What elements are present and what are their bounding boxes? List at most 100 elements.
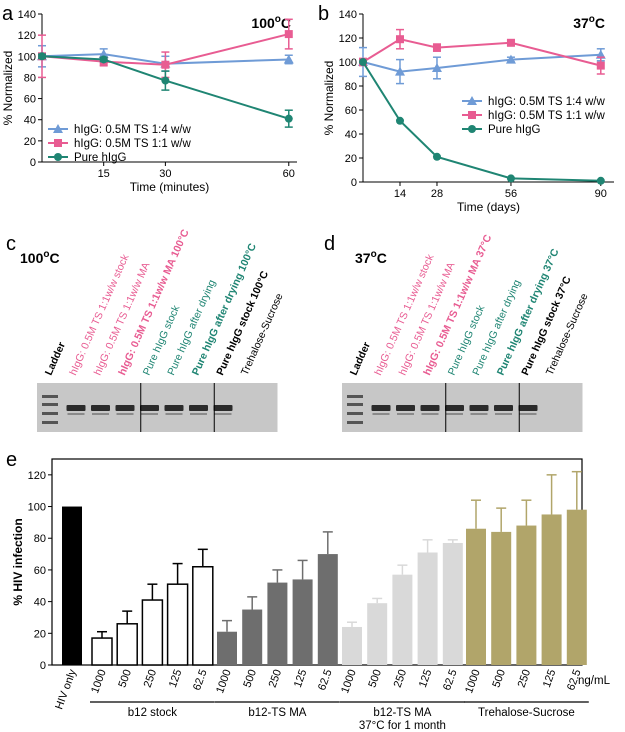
y-tick-label: 20 — [345, 153, 357, 165]
y-axis-label: % Normalized — [322, 61, 336, 136]
panel-label-c: c — [6, 233, 16, 255]
protein-band-faint — [190, 413, 207, 415]
x-tick-label: 125 — [167, 668, 185, 689]
series-2 — [359, 28, 605, 75]
legend-marker — [54, 153, 62, 161]
x-tick-label: 250 — [516, 668, 534, 689]
protein-band — [66, 405, 86, 411]
bar — [491, 531, 512, 665]
protein-band-faint — [116, 413, 134, 415]
bar — [317, 554, 338, 665]
y-tick-label: 40 — [24, 115, 36, 127]
ladder-band — [42, 412, 58, 415]
protein-band-faint — [470, 413, 488, 415]
legend-label: hIgG: 0.5M TS 1:1 w/w — [488, 110, 605, 122]
bar-group: 1000 500 250 125 62.5 b12-TS MA — [214, 531, 340, 719]
x-tick-label: 62.5 — [441, 668, 460, 692]
data-point — [596, 61, 605, 70]
y-tick-label: 60 — [34, 565, 46, 577]
y-tick-label: 100 — [339, 57, 357, 69]
data-point — [395, 35, 404, 44]
series-line — [41, 53, 289, 65]
series-1 — [358, 46, 606, 85]
data-point — [161, 76, 170, 85]
group-label: 37°C for 1 month — [359, 720, 446, 732]
group-label: Trehalose-Sucrose — [478, 707, 575, 719]
data-point — [505, 54, 516, 64]
protein-band — [189, 405, 208, 411]
protein-band — [213, 405, 233, 411]
legend-label: hIgG: 0.5M TS 1:1 w/w — [74, 138, 191, 150]
x-tick-label: 15 — [98, 168, 110, 180]
data-point — [431, 63, 442, 72]
unit-label: ng/mL — [578, 675, 611, 687]
data-point — [161, 60, 170, 69]
bar — [516, 525, 537, 665]
bar — [541, 514, 562, 665]
data-point — [395, 116, 404, 125]
protein-band-faint — [446, 413, 463, 415]
protein-band — [445, 405, 464, 411]
x-tick-label: 250 — [267, 668, 285, 689]
protein-band-faint — [372, 413, 390, 415]
x-tick-label: 125 — [292, 668, 310, 689]
y-tick-label: 140 — [18, 9, 36, 21]
legend-label: hIgG: 0.5M TS 1:4 w/w — [488, 96, 605, 108]
bar — [62, 506, 82, 665]
bar-chart-e: 0 20 40 60 80 100 120 % HIV infection HIV only 10… — [11, 458, 611, 732]
x-tick-label: 28 — [431, 188, 443, 200]
data-point — [38, 52, 46, 61]
y-tick-label: 20 — [34, 628, 46, 640]
x-tick-label: 125 — [541, 668, 559, 689]
y-tick-label: 100 — [18, 51, 36, 63]
x-tick-label: 14 — [394, 188, 406, 200]
data-point — [284, 114, 293, 123]
ladder-band — [347, 395, 363, 398]
y-axis-label: % HIV infection — [11, 518, 25, 605]
protein-band — [396, 405, 415, 411]
y-tick-label: 120 — [18, 30, 36, 42]
data-point — [394, 66, 405, 76]
x-tick-label: 30 — [159, 168, 171, 180]
bar — [466, 528, 486, 665]
y-tick-label: 60 — [345, 105, 357, 117]
legend-marker — [467, 96, 477, 105]
panel-label-b: b — [318, 3, 329, 25]
bar-group: 1000 500 250 125 62.5 b12 stock — [89, 548, 215, 719]
line-chart-a: 0 20 40 60 80 100 120 140 15 30 60 Time (minutes) % … — [1, 9, 297, 194]
data-point — [284, 30, 293, 39]
series-3 — [38, 52, 293, 128]
x-tick-label: 1000 — [339, 668, 359, 695]
protein-band-faint — [214, 413, 232, 415]
series-line — [41, 55, 290, 120]
bar — [141, 599, 164, 666]
bar — [91, 637, 113, 666]
ladder-band — [42, 395, 58, 398]
group-label: b12-TS MA — [248, 707, 306, 719]
legend: hIgG: 0.5M TS 1:4 w/w hIgG: 0.5M TS 1:1 w… — [48, 124, 191, 164]
data-point — [596, 176, 605, 185]
lane-label: Ladder — [43, 340, 68, 377]
x-tick-label: 500 — [490, 668, 508, 689]
x-tick-label: 1000 — [89, 668, 109, 695]
ladder-band — [42, 421, 58, 424]
series-3 — [359, 58, 605, 185]
panel-label-a: a — [2, 3, 14, 25]
x-tick-label: 500 — [241, 668, 259, 689]
y-tick-label: 80 — [345, 81, 357, 93]
protein-band-faint — [495, 413, 512, 415]
protein-band — [371, 405, 391, 411]
protein-band — [115, 405, 135, 411]
legend-marker — [468, 111, 476, 119]
bar — [342, 626, 362, 665]
group-label: b12-TS MA — [373, 707, 431, 719]
ladder-band — [347, 412, 363, 415]
gel-temperature: 37oC — [355, 249, 387, 266]
y-tick-label: 40 — [34, 597, 46, 609]
panel-label-e: e — [6, 449, 17, 471]
x-tick-label: 1000 — [463, 668, 483, 695]
